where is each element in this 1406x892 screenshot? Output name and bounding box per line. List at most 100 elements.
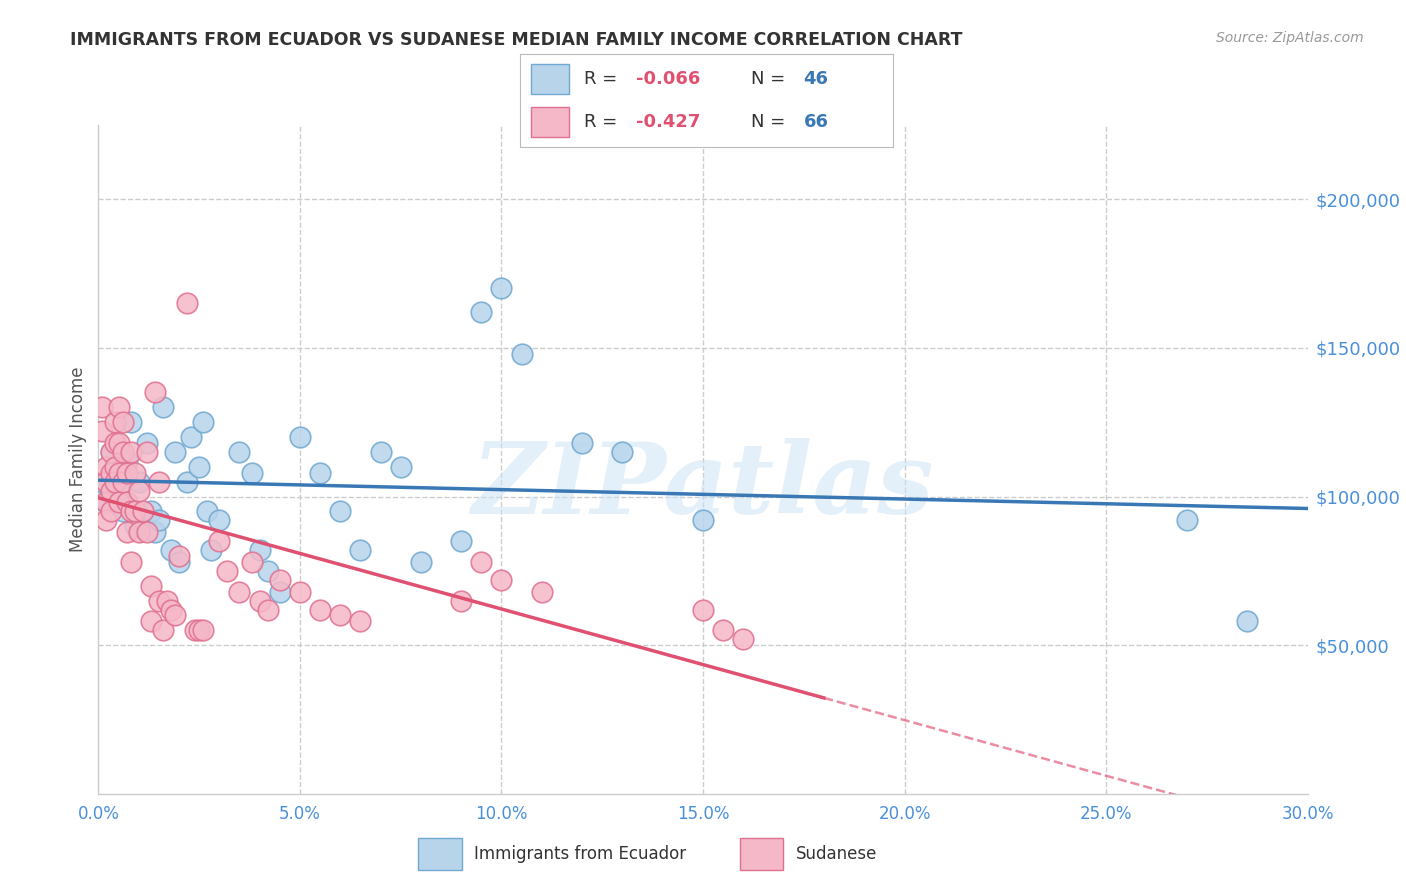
Point (139, 615, 162, 629)
Point (107, 401, 129, 415)
FancyBboxPatch shape (740, 838, 783, 871)
Point (107, 483, 129, 498)
Point (309, 602, 332, 616)
Point (349, 615, 371, 629)
Point (217, 564, 239, 578)
Point (91, 424, 114, 438)
Point (193, 415, 215, 429)
Point (135, 436, 157, 450)
Point (111, 415, 134, 429)
Point (111, 475, 134, 489)
Point (96, 495, 118, 509)
Point (120, 415, 142, 429)
Point (152, 401, 174, 415)
Point (115, 495, 138, 509)
Text: 66: 66 (803, 113, 828, 131)
Point (160, 543, 183, 558)
Y-axis label: Median Family Income: Median Family Income (69, 367, 87, 552)
Point (571, 436, 593, 450)
Point (1236, 615, 1258, 629)
Point (103, 466, 125, 480)
Point (711, 624, 734, 638)
Point (249, 593, 271, 607)
Text: IMMIGRANTS FROM ECUADOR VS SUDANESE MEDIAN FAMILY INCOME CORRELATION CHART: IMMIGRANTS FROM ECUADOR VS SUDANESE MEDI… (70, 31, 963, 49)
Point (450, 593, 472, 607)
Point (176, 475, 198, 489)
Point (176, 296, 198, 310)
Text: R =: R = (583, 70, 623, 87)
FancyBboxPatch shape (419, 838, 461, 871)
Point (120, 445, 142, 459)
Point (96, 495, 118, 509)
Point (135, 525, 157, 540)
Point (228, 445, 250, 459)
Text: Immigrants from Ecuador: Immigrants from Ecuador (474, 845, 686, 863)
Point (120, 504, 142, 518)
Point (208, 513, 231, 527)
Point (148, 475, 170, 489)
Point (193, 624, 215, 638)
Point (228, 584, 250, 599)
Point (139, 504, 162, 518)
Point (530, 584, 553, 599)
Point (329, 504, 352, 518)
Point (148, 593, 170, 607)
Point (124, 519, 146, 533)
Point (100, 466, 122, 480)
Point (733, 632, 755, 647)
Point (120, 555, 142, 569)
Point (329, 608, 352, 623)
Point (692, 602, 714, 616)
Point (124, 504, 146, 518)
FancyBboxPatch shape (531, 64, 568, 94)
Point (103, 436, 125, 450)
Point (115, 454, 138, 468)
Point (143, 385, 166, 400)
Point (256, 564, 278, 578)
Point (135, 445, 157, 459)
Point (349, 543, 371, 558)
Point (100, 504, 122, 518)
Point (107, 466, 129, 480)
Point (612, 445, 634, 459)
Point (510, 347, 533, 361)
Point (96, 459, 118, 474)
Point (269, 584, 291, 599)
Point (152, 624, 174, 638)
Point (96, 475, 118, 489)
Point (91, 401, 114, 415)
Text: Source: ZipAtlas.com: Source: ZipAtlas.com (1216, 31, 1364, 45)
Point (111, 445, 134, 459)
Point (692, 513, 714, 527)
Point (240, 555, 263, 569)
Point (167, 549, 190, 563)
Point (91, 475, 114, 489)
Point (288, 430, 311, 444)
Point (200, 543, 222, 558)
Point (240, 466, 263, 480)
Point (100, 445, 122, 459)
Point (389, 459, 412, 474)
Point (156, 593, 179, 607)
Point (132, 504, 155, 518)
FancyBboxPatch shape (531, 107, 568, 136)
Point (309, 466, 332, 480)
Point (450, 534, 472, 549)
Point (208, 534, 231, 549)
Point (107, 495, 129, 509)
Point (107, 436, 129, 450)
Point (163, 608, 186, 623)
Point (163, 445, 186, 459)
Point (124, 466, 146, 480)
Text: R =: R = (583, 113, 623, 131)
Text: ZIPatlas: ZIPatlas (472, 438, 934, 534)
Point (1175, 513, 1198, 527)
Point (103, 459, 125, 474)
Text: N =: N = (751, 113, 792, 131)
Point (148, 513, 170, 527)
Point (167, 555, 190, 569)
Point (143, 525, 166, 540)
Point (115, 525, 138, 540)
Point (103, 475, 125, 489)
Point (188, 459, 211, 474)
